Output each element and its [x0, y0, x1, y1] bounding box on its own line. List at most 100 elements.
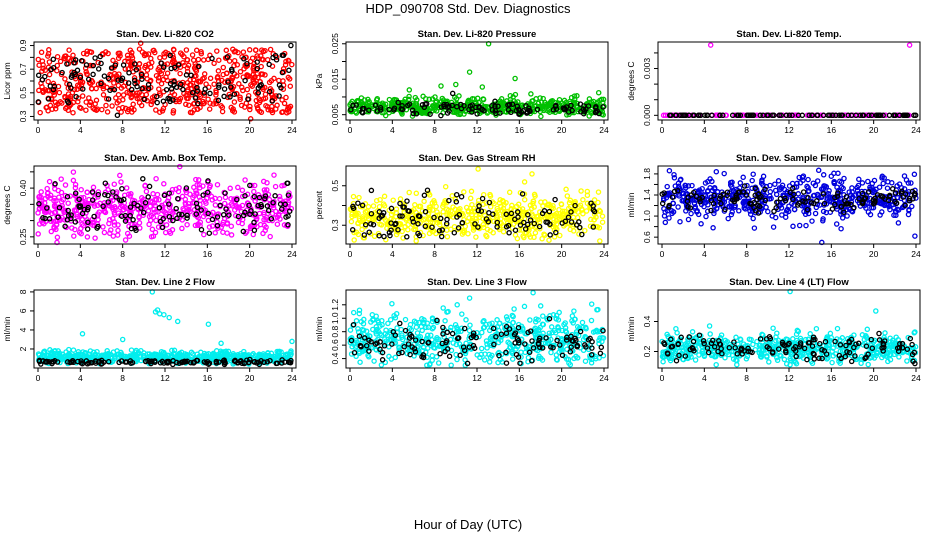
data-point — [749, 185, 755, 192]
data-point — [247, 116, 254, 122]
data-point — [820, 172, 827, 178]
data-point-black — [848, 201, 854, 208]
data-point — [54, 53, 61, 60]
data-point-black — [207, 90, 213, 97]
data-point-black — [762, 186, 768, 193]
data-point-black — [756, 203, 763, 210]
data-point-black — [110, 189, 116, 195]
data-point-black — [479, 195, 486, 202]
data-point — [391, 96, 397, 103]
data-point-black — [871, 200, 878, 206]
data-point-black — [78, 358, 84, 364]
data-point — [413, 190, 420, 197]
data-point — [54, 234, 61, 241]
data-point-black — [91, 213, 97, 220]
data-point — [267, 46, 274, 53]
data-point — [198, 50, 205, 57]
data-point — [729, 179, 735, 186]
data-point — [546, 109, 553, 115]
data-point — [804, 183, 810, 190]
data-point — [503, 314, 510, 320]
data-point — [251, 188, 257, 195]
data-point — [912, 233, 918, 239]
data-point-black — [859, 190, 866, 197]
data-point — [58, 189, 65, 196]
data-point — [413, 238, 419, 244]
data-point — [117, 50, 123, 57]
data-point — [406, 93, 412, 100]
data-point — [158, 80, 165, 87]
data-point — [216, 195, 223, 202]
data-point — [559, 211, 565, 218]
data-point-black — [505, 102, 511, 108]
data-point — [727, 204, 733, 210]
data-point — [39, 68, 45, 74]
data-point-black — [562, 218, 569, 225]
data-point-black — [399, 213, 405, 219]
data-point — [172, 59, 178, 66]
data-point — [600, 96, 607, 103]
data-point — [220, 229, 226, 235]
data-point — [72, 181, 79, 188]
data-point — [194, 106, 201, 112]
data-point-black — [469, 109, 475, 115]
data-point-black — [359, 105, 366, 112]
data-point — [161, 181, 167, 187]
data-point — [250, 195, 256, 201]
data-point — [387, 327, 394, 334]
data-point — [348, 218, 355, 225]
data-point — [77, 72, 84, 79]
data-point-black — [777, 195, 784, 202]
data-point-black — [234, 196, 240, 203]
data-point-black — [132, 225, 138, 232]
plot-frame — [657, 41, 921, 121]
data-point — [146, 213, 153, 220]
data-point — [539, 357, 546, 363]
data-point — [781, 193, 788, 199]
data-point-black — [166, 213, 173, 220]
data-point — [429, 352, 436, 359]
data-point-black — [588, 200, 594, 206]
data-point-black — [568, 209, 574, 215]
data-point — [215, 68, 222, 74]
y-axis-label: degrees C — [626, 61, 636, 100]
data-point-black — [754, 197, 760, 203]
y-tick-label: 0.005 — [330, 104, 340, 126]
data-point — [434, 219, 441, 226]
panel-title: Stan. Dev. Amb. Box Temp. — [104, 153, 226, 164]
data-point — [497, 216, 504, 222]
data-point — [531, 234, 537, 241]
data-point — [265, 210, 271, 217]
data-point — [507, 213, 514, 220]
data-point-black — [776, 112, 783, 119]
data-point — [111, 222, 118, 228]
data-point — [749, 177, 755, 184]
y-tick-label: 0.5 — [330, 180, 340, 192]
data-point-black — [49, 360, 55, 367]
data-point — [518, 354, 524, 360]
data-point — [78, 230, 84, 237]
data-point-black — [791, 191, 797, 198]
data-point-black — [832, 194, 838, 201]
data-point-black — [865, 189, 872, 195]
data-point — [856, 176, 862, 183]
data-point — [871, 177, 878, 184]
data-point-black — [276, 82, 283, 88]
data-point-black — [42, 359, 49, 365]
data-point-black — [52, 358, 58, 364]
data-point — [579, 207, 585, 213]
data-point-black — [146, 183, 153, 190]
data-point — [812, 210, 819, 217]
data-point — [459, 311, 465, 317]
data-point — [483, 338, 490, 344]
data-point-black — [272, 193, 278, 199]
data-point — [380, 102, 387, 108]
data-point-black — [503, 224, 510, 230]
data-point-black — [222, 360, 228, 366]
data-point — [559, 327, 565, 334]
data-point — [223, 47, 230, 54]
data-point-black — [286, 67, 292, 74]
data-point — [252, 74, 258, 80]
x-tick-label: 16 — [827, 249, 837, 259]
data-point-black — [288, 42, 294, 49]
